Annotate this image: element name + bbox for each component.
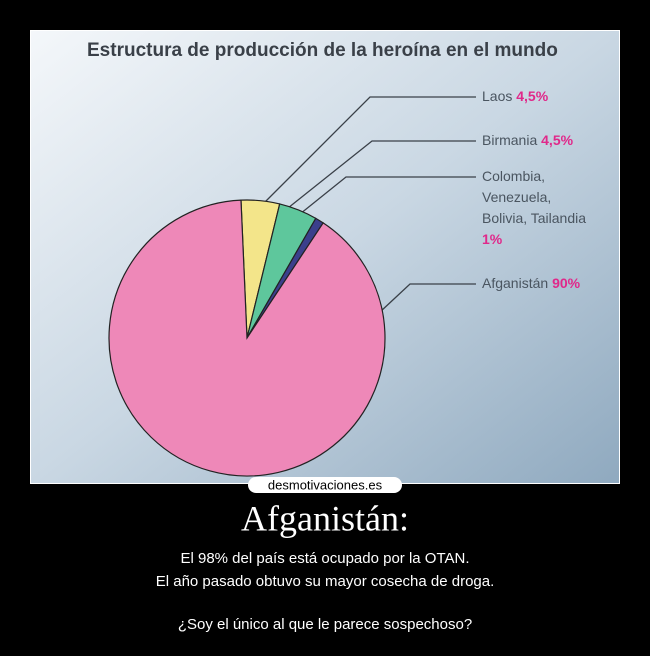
legend-label: Colombia, Venezuela, Bolivia, Tailandia … <box>482 166 592 250</box>
category-name: Laos <box>482 88 513 104</box>
value-label: 4,5% <box>516 88 549 104</box>
pie-slice <box>108 199 386 477</box>
caption-line: ¿Soy el único al que le parece sospechos… <box>177 616 473 633</box>
chart-title: Estructura de producción de la heroína e… <box>87 40 558 61</box>
category-name: Afganistán <box>482 275 549 291</box>
caption-line: El 98% del país está ocupado por la OTAN… <box>180 550 470 567</box>
watermark-badge <box>248 477 402 493</box>
legend-label: Birmania 4,5% <box>482 130 592 151</box>
legend-label: Afganistán 90% <box>482 273 592 294</box>
legend-label: Laos 4,5% <box>482 86 592 107</box>
caption-title: Afganistán: <box>241 498 409 538</box>
caption-line: El año pasado obtuvo su mayor cosecha de… <box>155 573 495 590</box>
watermark: desmotivaciones.es <box>268 477 383 492</box>
value-label: 4,5% <box>541 132 574 148</box>
leader-lines <box>261 96 476 313</box>
category-name: Colombia, Venezuela, Bolivia, Tailandia <box>482 168 587 226</box>
value-label: 90% <box>552 275 581 291</box>
value-label: 1% <box>482 231 503 247</box>
category-name: Birmania <box>482 132 538 148</box>
